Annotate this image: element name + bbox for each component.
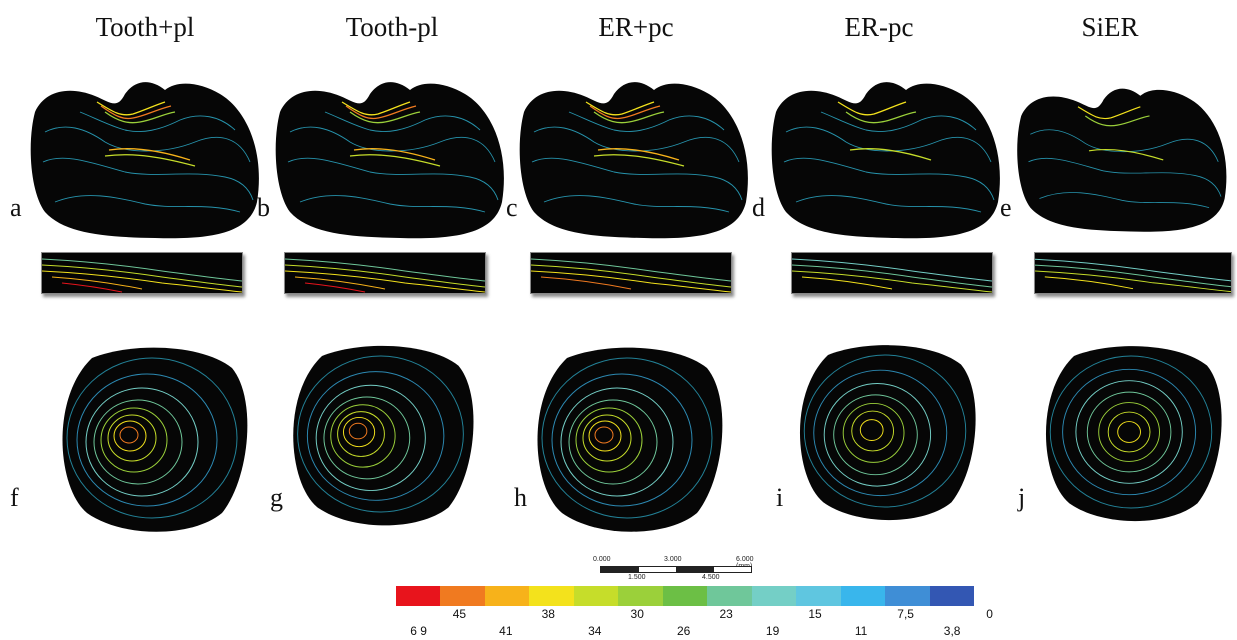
column-title-5: SiER [1081, 12, 1139, 42]
scale-tick-3: 3.000 [664, 556, 682, 563]
legend-lower-label-1: 6 9 [410, 624, 427, 638]
legend-upper-label-4: 23 [719, 607, 733, 621]
panel-letter-j: j [1018, 483, 1026, 512]
legend-swatch-5 [573, 586, 619, 606]
legend-swatch-1 [396, 586, 441, 606]
column-title-3: ER+pc [598, 12, 674, 42]
legend-lower-label-7: 3,8 [943, 624, 961, 638]
legend-lower-label-2: 41 [499, 624, 513, 638]
occlusal-view-i [799, 345, 976, 521]
occlusal-view-g [293, 345, 474, 526]
legend-lower-label-6: 11 [854, 624, 868, 638]
detail-strip-3 [530, 252, 732, 294]
legend-swatch-8 [707, 586, 752, 606]
column-title-2: Tooth-pl [345, 12, 439, 42]
legend-lower-label-3: 34 [588, 624, 602, 638]
legend-upper-label-7: 0 [986, 607, 993, 621]
detail-strip-5 [1034, 252, 1232, 294]
panel-letter-h: h [514, 483, 527, 512]
legend-swatch-2 [440, 586, 485, 606]
legend-upper-label-6: 7,5 [897, 607, 914, 621]
legend-swatch-11 [840, 586, 886, 606]
column-title-4: ER-pc [844, 12, 914, 42]
panel-letter-d: d [752, 193, 765, 222]
panel-letter-f: f [10, 483, 19, 512]
panel-letter-e: e [1000, 193, 1012, 222]
occlusal-view-h [537, 347, 723, 532]
legend-swatch-3 [484, 586, 530, 606]
legend-swatch-10 [796, 586, 841, 606]
detail-strip-4 [791, 252, 993, 294]
scale-tick-0: 0.000 [593, 556, 611, 563]
legend-lower-label-5: 19 [765, 624, 780, 638]
color-legend [396, 586, 975, 606]
section-view-d [771, 82, 1000, 239]
legend-swatch-6 [618, 586, 663, 606]
legend-upper-label-5: 15 [808, 607, 822, 621]
scale-bar-segments [600, 566, 752, 573]
section-view-b [275, 82, 504, 239]
section-view-c [519, 82, 748, 239]
legend-swatch-9 [751, 586, 797, 606]
legend-swatch-12 [885, 586, 930, 606]
occlusal-view-j [1045, 346, 1222, 522]
scale-tick-1-5: 1.500 [628, 574, 646, 581]
legend-swatch-4 [529, 586, 574, 606]
occlusal-view-f [62, 347, 248, 532]
legend-upper-label-1: 45 [452, 607, 467, 621]
legend-upper-label-3: 30 [630, 607, 644, 621]
panel-letter-a: a [10, 193, 22, 222]
scale-tick-4-5: 4.500 [702, 574, 720, 581]
legend-swatch-13 [929, 586, 975, 606]
detail-strip-1 [41, 252, 243, 294]
panel-letter-i: i [776, 483, 784, 512]
panel-letter-b: b [257, 193, 270, 222]
legend-lower-label-4: 26 [677, 624, 691, 638]
legend-swatch-7 [662, 586, 708, 606]
scale-bar: 0.000 3.000 6.000 (mm) 1.500 4.500 [590, 556, 770, 592]
detail-strip-2 [284, 252, 486, 294]
section-view-a [30, 82, 259, 239]
legend-upper-label-2: 38 [541, 607, 555, 621]
section-view-e [1017, 88, 1227, 232]
panel-letter-c: c [506, 193, 518, 222]
column-title-1: Tooth+pl [95, 12, 195, 42]
panel-letter-g: g [270, 483, 283, 512]
